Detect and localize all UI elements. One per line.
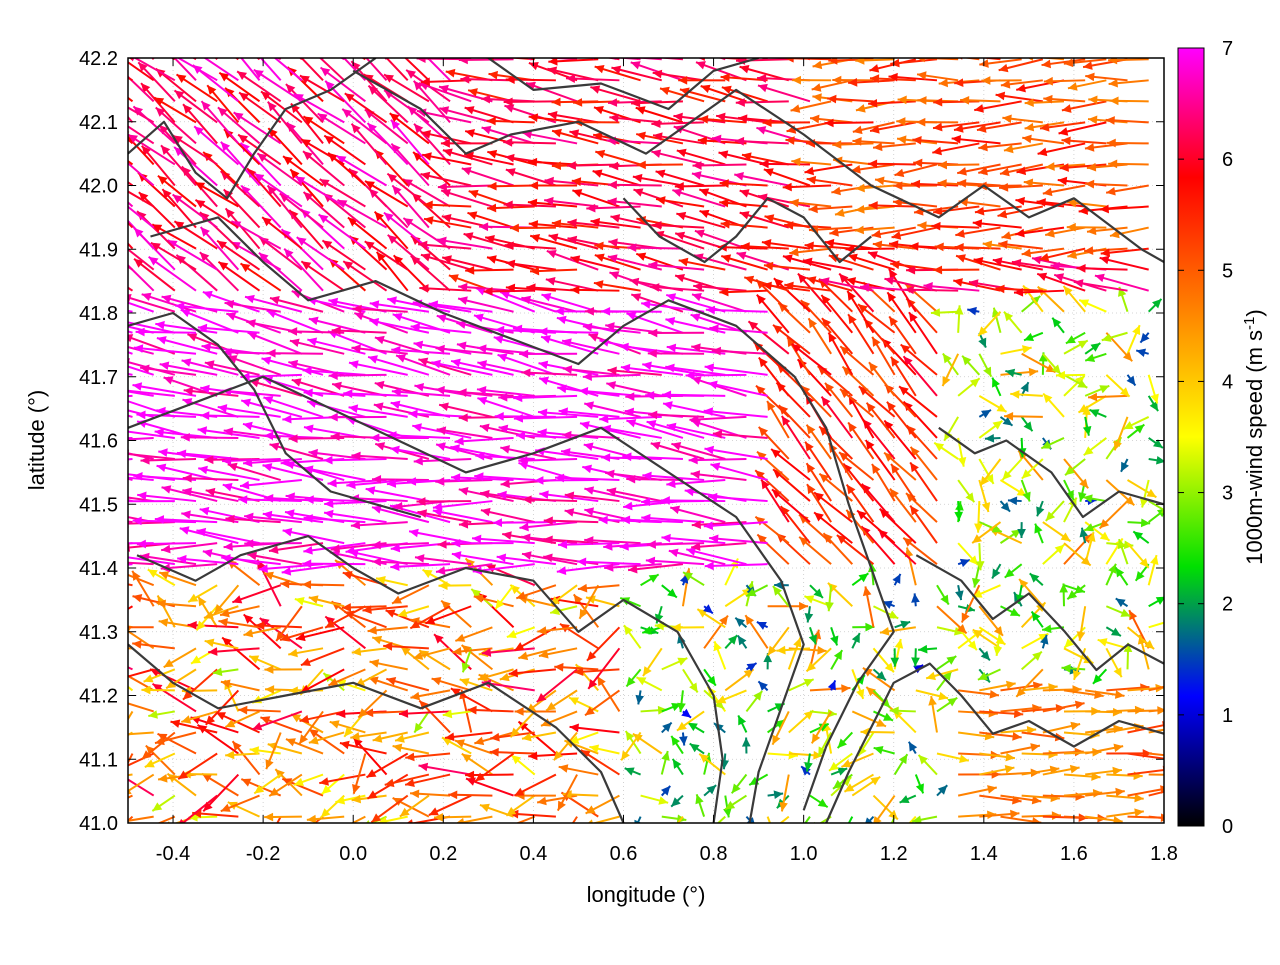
wind-vector-head [76,462,86,470]
wind-vector-shaft [685,375,746,376]
wind-vector [76,543,133,552]
wind-vector-shaft [75,333,133,354]
wind-vector-head [706,825,716,834]
wind-vector-head [73,394,82,403]
wind-vector-head [91,471,100,480]
wind-vector-head [136,825,146,833]
wind-vector-head [75,332,85,340]
wind-vector-head [118,670,128,678]
wind-vector-head [662,833,671,843]
wind-vector-head [93,354,103,362]
wind-vector-head [113,734,121,744]
wind-vector-head [112,469,121,478]
wind-vector-head [331,826,341,834]
wind-vector-head [288,835,298,844]
wind-vector-head [554,843,563,853]
wind-vector-shaft [94,648,133,649]
wind-vector-shaft [73,396,132,399]
wind-vector-shaft [96,775,132,779]
wind-vector-shaft [89,262,133,290]
wind-vector-head [98,211,107,221]
wind-vector-head [107,676,117,684]
wind-vector-shaft [76,464,132,480]
wind-vector-shaft [323,459,386,460]
wind-vector [96,773,132,782]
wind-vector-head [114,206,123,216]
wind-vector-shaft [71,459,132,464]
wind-vector-head [93,136,103,145]
wind-vector-head [101,837,111,846]
wind-vector-head [94,644,103,653]
wind-vector-head [772,838,780,848]
wind-vector-head [89,262,99,271]
wind-vector-head [97,291,107,299]
wind-vector [73,394,132,403]
wind-vector-head [76,544,85,553]
wind-vector-head [97,82,106,92]
wind-vector-shaft [493,522,556,523]
wind-vector-head [96,773,105,782]
wind-vector-head [113,782,121,792]
wind-vector-head [84,647,94,655]
wind-vector-head [843,824,851,834]
wind-vector-head [496,824,506,832]
wind-vector [94,644,133,653]
wind-vector-head [98,337,108,345]
wind-vector-head [102,741,112,749]
wind-vector-shaft [76,402,133,417]
wind-vector-head [1167,617,1177,625]
wind-vector-shaft [76,543,133,549]
wind-vector-head [96,400,106,408]
wind-vector-head [763,828,773,837]
wind-vector [76,462,132,480]
wind-vector-head [108,671,118,680]
wind-vector-head [115,396,125,404]
wind-vector [89,262,133,290]
wind-vector-shaft [84,647,133,669]
wind-vector-head [70,564,79,573]
wind-vector [71,459,132,468]
wind-vector-shaft [662,395,725,396]
wind-vector-head [116,730,125,739]
wind-vector-head [107,95,117,103]
wind-vector [84,647,133,669]
wind-vector-head [884,830,892,840]
wind-vector [93,136,132,165]
wind-vector [75,332,133,354]
wind-vector-shaft [93,136,132,165]
wind-vector [94,796,132,814]
wind-vector-head [76,400,86,408]
wind-vector-head [1163,754,1173,763]
wind-vector-shaft [601,311,662,312]
wind-vector-head [797,826,806,836]
wind-vector-head [71,459,80,468]
wind-vector-head [895,829,904,839]
wind-vector-head [94,805,104,813]
wind-vector-head [91,156,101,165]
wind-vector [76,400,133,417]
wind-vector-head [111,148,121,157]
wind-vector-shaft [136,332,196,333]
wind-vector-shaft [94,796,132,813]
wind-vector-head [90,539,99,548]
